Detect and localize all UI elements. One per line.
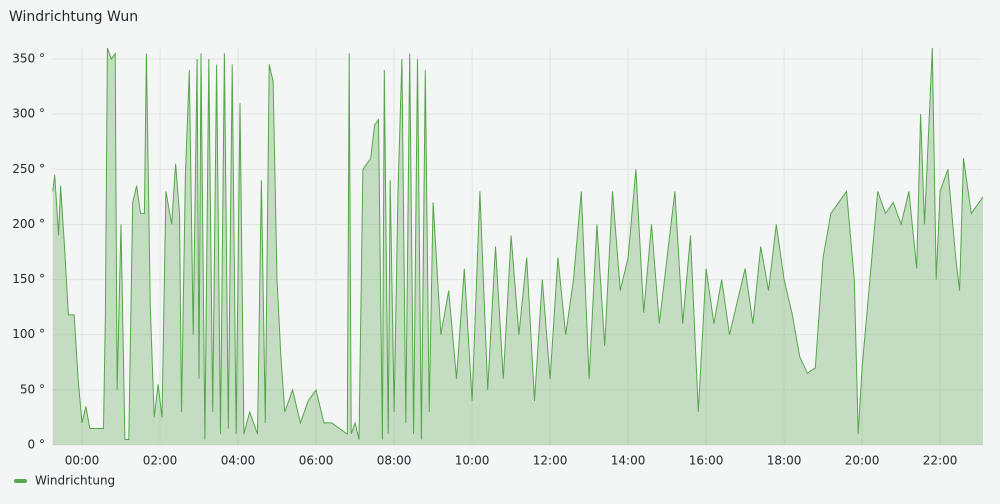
x-tick-label: 08:00 xyxy=(377,454,412,468)
x-tick-label: 18:00 xyxy=(767,454,802,468)
y-tick-label: 150 ° xyxy=(12,272,45,286)
x-tick-label: 12:00 xyxy=(533,454,568,468)
legend-label: Windrichtung xyxy=(35,474,115,488)
x-tick-label: 06:00 xyxy=(299,454,334,468)
x-tick-label: 16:00 xyxy=(689,454,724,468)
x-tick-label: 20:00 xyxy=(845,454,880,468)
panel-title: Windrichtung Wun xyxy=(9,9,138,25)
y-tick-label: 0 ° xyxy=(28,438,45,452)
line xyxy=(52,47,984,440)
x-tick-label: 22:00 xyxy=(923,454,958,468)
y-tick-label: 350 ° xyxy=(12,52,45,66)
y-tick-label: 300 ° xyxy=(12,107,45,121)
legend-swatch xyxy=(14,479,27,483)
x-tick-label: 14:00 xyxy=(611,454,646,468)
y-tick-label: 250 ° xyxy=(12,162,45,176)
y-tick-label: 200 ° xyxy=(12,217,45,231)
x-tick-label: 00:00 xyxy=(65,454,100,468)
y-tick-label: 50 ° xyxy=(20,382,45,396)
x-tick-label: 02:00 xyxy=(143,454,178,468)
x-tick-label: 04:00 xyxy=(221,454,256,468)
y-tick-label: 100 ° xyxy=(12,327,45,341)
x-tick-label: 10:00 xyxy=(455,454,490,468)
area xyxy=(52,48,984,445)
